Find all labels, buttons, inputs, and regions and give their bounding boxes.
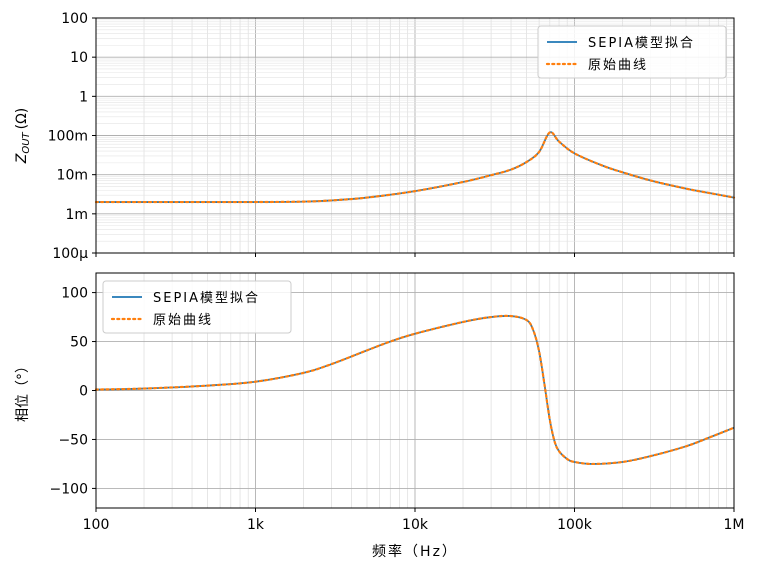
impedance-y-tick-label: 10m	[57, 168, 88, 184]
impedance-y-label-main: Z	[14, 153, 30, 164]
phase-y-tick-label: 50	[70, 335, 88, 351]
phase-plot: 100 50 0 −50 −100 100 1k 10k 100k 1M SEPIA模型拟合原始曲…	[15, 272, 745, 560]
impedance-y-tick-label: 100m	[48, 129, 88, 145]
phase-y-axis-label: 相位（°）	[15, 359, 31, 422]
phase-y-tick-label: −50	[58, 432, 88, 448]
impedance-y-label-unit: (Ω)	[14, 108, 30, 130]
impedance-legend-label-0: SEPIA模型拟合	[588, 36, 695, 51]
phase-x-tick-label: 100	[83, 517, 110, 533]
impedance-series	[94, 131, 736, 204]
impedance-y-tick-label: 1	[79, 89, 88, 105]
phase-legend-label-0: SEPIA模型拟合	[153, 291, 260, 306]
impedance-y-tick-label: 100µ	[52, 246, 88, 262]
phase-x-axis-label: 频率（Hz）	[372, 543, 458, 560]
phase-x-tick-label: 10k	[402, 517, 429, 533]
impedance-grid	[96, 18, 734, 253]
phase-series	[94, 314, 736, 466]
phase-x-tick-label: 1M	[724, 517, 745, 533]
impedance-legend-box	[537, 25, 727, 79]
phase-y-tick-label: 0	[79, 384, 88, 400]
impedance-y-tick-label: 10	[70, 50, 88, 66]
impedance-series-1	[94, 131, 736, 204]
impedance-legend-label-1: 原始曲线	[588, 58, 648, 73]
impedance-ticks: 100 10 1 100m 10m 1m 100µ	[48, 11, 735, 262]
phase-series-1	[94, 314, 736, 466]
phase-y-tick-label: 100	[61, 286, 88, 302]
impedance-y-tick-label: 100	[61, 11, 88, 27]
phase-legend-label-1: 原始曲线	[153, 313, 213, 328]
phase-y-tick-label: −100	[50, 481, 88, 497]
impedance-y-tick-label: 1m	[65, 207, 88, 223]
impedance-y-axis-label: ZOUT(Ω)	[14, 108, 32, 165]
phase-ticks: 100 50 0 −50 −100 100 1k 10k 100k 1M	[50, 286, 745, 533]
phase-x-tick-label: 100k	[557, 517, 593, 533]
phase-x-tick-label: 1k	[247, 517, 265, 533]
phase-legend-box	[102, 280, 292, 334]
impedance-y-label-sub: OUT	[21, 131, 32, 153]
